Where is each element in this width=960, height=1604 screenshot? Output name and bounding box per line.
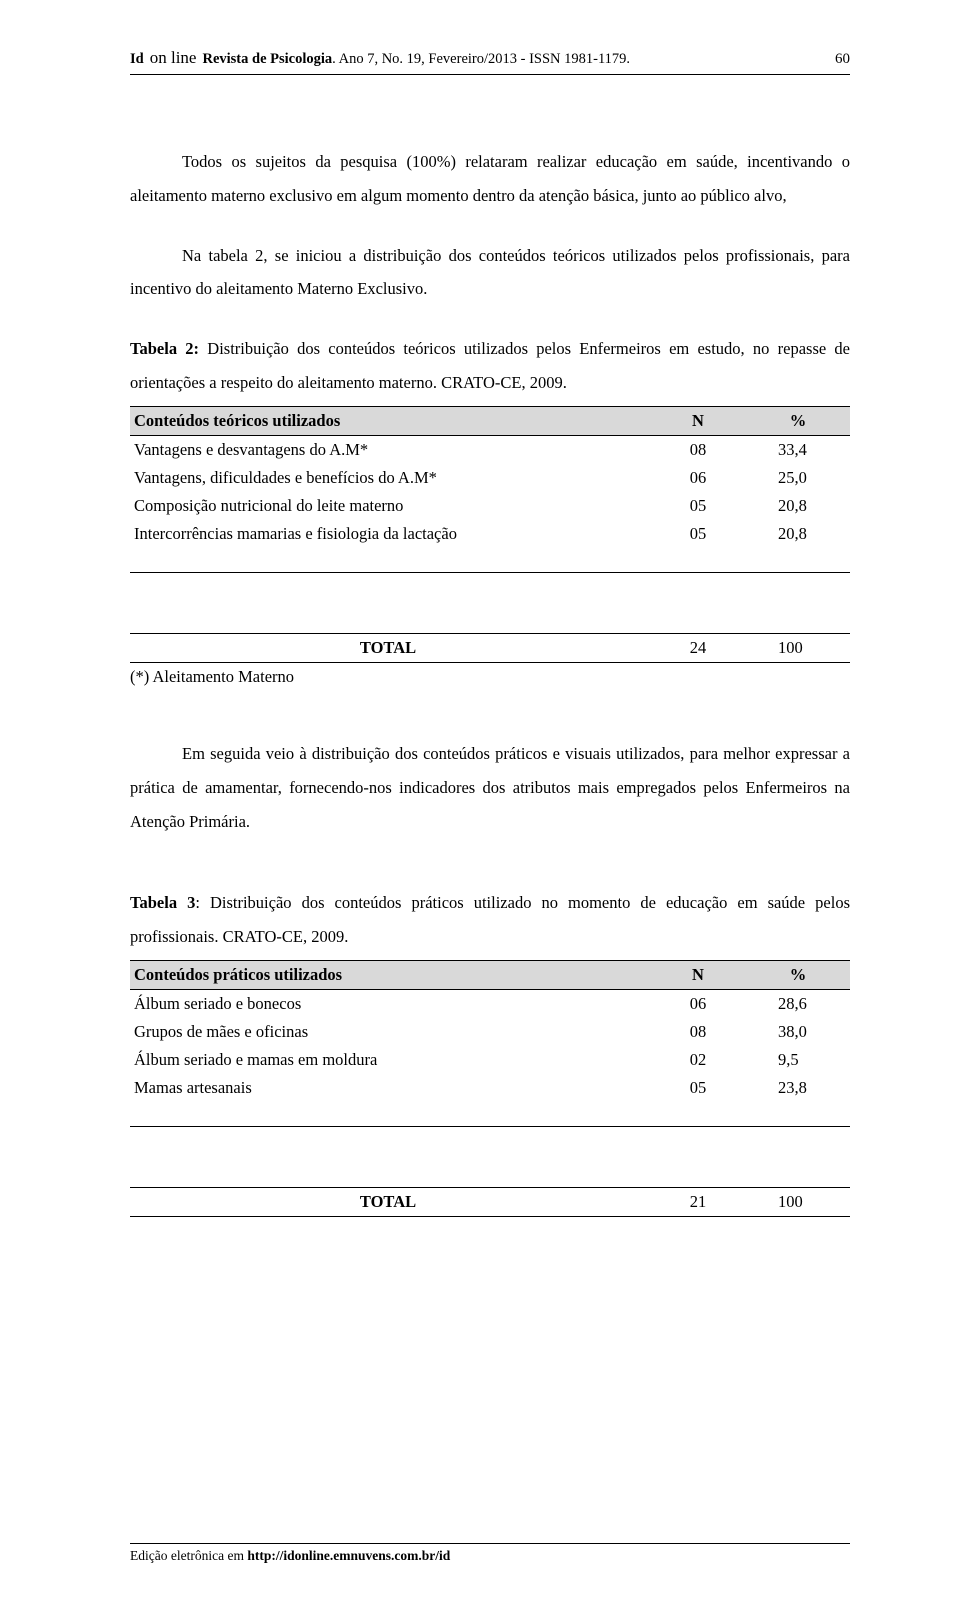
- table3-row0-n: 06: [650, 989, 750, 1018]
- table2-row1-pct: 25,0: [750, 464, 850, 492]
- table3-header-pct: %: [750, 960, 850, 989]
- table3-bottom-rule: [130, 1126, 850, 1127]
- table-row: Vantagens, dificuldades e benefícios do …: [130, 464, 850, 492]
- table3-body: Álbum seriado e bonecos 06 28,6 Grupos d…: [130, 989, 850, 1102]
- table2-row0-desc: Vantagens e desvantagens do A.M*: [130, 435, 650, 464]
- table2-row2-desc: Composição nutricional do leite materno: [130, 492, 650, 520]
- footer-rule: [130, 1543, 850, 1544]
- table3-row1-n: 08: [650, 1018, 750, 1046]
- table3-row2-desc: Álbum seriado e mamas em moldura: [130, 1046, 650, 1074]
- table3-row2-n: 02: [650, 1046, 750, 1074]
- table2-row1-desc: Vantagens, dificuldades e benefícios do …: [130, 464, 650, 492]
- table2-total-row: TOTAL 24 100: [130, 633, 850, 662]
- paragraph-2-text: Em seguida veio à distribuição dos conte…: [130, 744, 850, 831]
- table2-total-label: TOTAL: [130, 633, 650, 662]
- table3-caption-rest: : Distribuição dos conteúdos práticos ut…: [130, 893, 850, 946]
- table3-row3-n: 05: [650, 1074, 750, 1102]
- table2-row2-pct: 20,8: [750, 492, 850, 520]
- table2: Conteúdos teóricos utilizados N % Vantag…: [130, 406, 850, 548]
- table2-header-n: N: [650, 406, 750, 435]
- table3-row1-pct: 38,0: [750, 1018, 850, 1046]
- header-issue: . Ano 7, No. 19, Fevereiro/2013 - ISSN 1…: [332, 51, 630, 67]
- table2-row3-pct: 20,8: [750, 520, 850, 548]
- table2-total-block: TOTAL 24 100: [130, 633, 850, 663]
- table2-row3-n: 05: [650, 520, 750, 548]
- table2-caption: Tabela 2: Distribuição dos conteúdos teó…: [130, 332, 850, 400]
- table-row: Álbum seriado e bonecos 06 28,6: [130, 989, 850, 1018]
- table2-row3-desc: Intercorrências mamarias e fisiologia da…: [130, 520, 650, 548]
- paragraph-1b-text: Na tabela 2, se iniciou a distribuição d…: [130, 246, 850, 299]
- table3-header-desc: Conteúdos práticos utilizados: [130, 960, 650, 989]
- table3-total-row: TOTAL 21 100: [130, 1187, 850, 1216]
- table2-row1-n: 06: [650, 464, 750, 492]
- table2-row0-pct: 33,4: [750, 435, 850, 464]
- paragraph-1b: Na tabela 2, se iniciou a distribuição d…: [130, 239, 850, 307]
- table2-footnote: (*) Aleitamento Materno: [130, 667, 850, 687]
- table-row: Álbum seriado e mamas em moldura 02 9,5: [130, 1046, 850, 1074]
- header-left: Id on line Revista de Psicologia. Ano 7,…: [130, 48, 630, 68]
- table3-row2-pct: 9,5: [750, 1046, 850, 1074]
- header-journal: Revista de Psicologia. Ano 7, No. 19, Fe…: [202, 51, 630, 68]
- table2-row0-n: 08: [650, 435, 750, 464]
- table-row: Mamas artesanais 05 23,8: [130, 1074, 850, 1102]
- table3-caption: Tabela 3: Distribuição dos conteúdos prá…: [130, 886, 850, 954]
- table3-header-row: Conteúdos práticos utilizados N %: [130, 960, 850, 989]
- page: Id on line Revista de Psicologia. Ano 7,…: [0, 0, 960, 1604]
- table2-row2-n: 05: [650, 492, 750, 520]
- running-header: Id on line Revista de Psicologia. Ano 7,…: [130, 48, 850, 68]
- paragraph-1-text: Todos os sujeitos da pesquisa (100%) rel…: [130, 152, 850, 205]
- table3-row0-pct: 28,6: [750, 989, 850, 1018]
- table2-header-row: Conteúdos teóricos utilizados N %: [130, 406, 850, 435]
- header-rule: [130, 74, 850, 75]
- table2-header-desc: Conteúdos teóricos utilizados: [130, 406, 650, 435]
- footer-url: http://idonline.emnuvens.com.br/id: [247, 1548, 450, 1563]
- table2-total: TOTAL 24 100: [130, 633, 850, 663]
- table3-header-n: N: [650, 960, 750, 989]
- paragraph-1: Todos os sujeitos da pesquisa (100%) rel…: [130, 145, 850, 213]
- table3-total-n: 21: [650, 1187, 750, 1216]
- page-number: 60: [835, 51, 850, 68]
- header-id: Id: [130, 51, 144, 68]
- table3-row0-desc: Álbum seriado e bonecos: [130, 989, 650, 1018]
- footer: Edição eletrônica em http://idonline.emn…: [130, 1543, 850, 1564]
- table2-bottom-rule: [130, 572, 850, 573]
- table2-body: Vantagens e desvantagens do A.M* 08 33,4…: [130, 435, 850, 548]
- table2-total-n: 24: [650, 633, 750, 662]
- table2-caption-rest: Distribuição dos conteúdos teóricos util…: [130, 339, 850, 392]
- paragraph-2: Em seguida veio à distribuição dos conte…: [130, 737, 850, 838]
- table3-row3-pct: 23,8: [750, 1074, 850, 1102]
- table3-row1-desc: Grupos de mães e oficinas: [130, 1018, 650, 1046]
- table-row: Vantagens e desvantagens do A.M* 08 33,4: [130, 435, 850, 464]
- table3-total-block: TOTAL 21 100: [130, 1187, 850, 1217]
- table3-row3-desc: Mamas artesanais: [130, 1074, 650, 1102]
- table3-total: TOTAL 21 100: [130, 1187, 850, 1217]
- table2-caption-bold: Tabela 2:: [130, 339, 199, 358]
- table3-total-pct: 100: [750, 1187, 850, 1216]
- table3-total-label: TOTAL: [130, 1187, 650, 1216]
- table-row: Composição nutricional do leite materno …: [130, 492, 850, 520]
- footer-prefix: Edição eletrônica em: [130, 1548, 247, 1563]
- header-online: on line: [148, 48, 199, 68]
- table-row: Intercorrências mamarias e fisiologia da…: [130, 520, 850, 548]
- table2-total-pct: 100: [750, 633, 850, 662]
- table-row: Grupos de mães e oficinas 08 38,0: [130, 1018, 850, 1046]
- table3: Conteúdos práticos utilizados N % Álbum …: [130, 960, 850, 1102]
- header-journal-bold: Revista de Psicologia: [202, 51, 332, 67]
- table3-caption-bold: Tabela 3: [130, 893, 195, 912]
- table2-header-pct: %: [750, 406, 850, 435]
- footer-text: Edição eletrônica em http://idonline.emn…: [130, 1548, 850, 1564]
